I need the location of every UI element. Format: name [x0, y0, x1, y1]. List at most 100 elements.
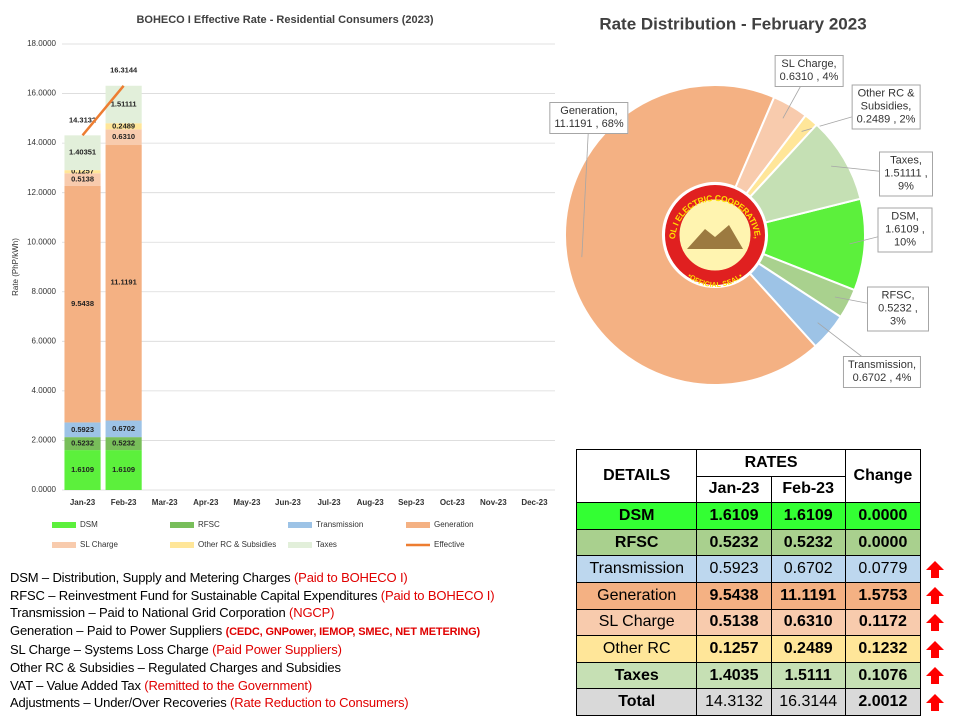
- y-tick-label: 10.0000: [27, 237, 56, 246]
- note-text: Other RC & Subsidies – Regulated Charges…: [10, 659, 341, 675]
- header-change: Change: [844, 448, 922, 504]
- note-line: Generation – Paid to Power Suppliers (CE…: [10, 622, 494, 642]
- y-tick-label: 4.0000: [32, 386, 57, 395]
- rate-cell: 0.5138: [696, 608, 772, 637]
- data-label: 0.2489: [112, 121, 135, 130]
- rate-cell: 11.1191: [770, 581, 846, 610]
- pie-slice: [748, 123, 862, 224]
- y-tick-label: 16.0000: [27, 89, 56, 98]
- pie-label: DSM, 1.6109 , 10%: [877, 207, 933, 253]
- y-axis-label: Rate (PhP/kWh): [11, 238, 20, 296]
- x-tick-label: Aug-23: [357, 498, 385, 507]
- pie-slice: [564, 84, 818, 386]
- legend-label: Transmission: [316, 520, 363, 529]
- x-tick-label: Dec-23: [521, 498, 548, 507]
- rate-cell: 1.5111: [770, 661, 846, 690]
- x-tick-label: Jul-23: [317, 498, 341, 507]
- row-label: RFSC: [575, 528, 698, 557]
- note-text: RFSC – Reinvestment Fund for Sustainable…: [10, 587, 381, 603]
- rate-cell: 9.5438: [696, 581, 772, 610]
- rate-cell: 1.6109: [696, 502, 772, 530]
- data-label: 0.6310: [112, 132, 135, 141]
- line-label: 14.3132: [69, 115, 96, 124]
- pie-label: RFSC, 0.5232 , 3%: [867, 286, 929, 332]
- legend-swatch: [52, 542, 76, 548]
- note-line: Transmission – Paid to National Grid Cor…: [10, 604, 494, 622]
- up-arrow: [926, 614, 944, 631]
- rate-cell: 0.6310: [770, 608, 846, 637]
- x-tick-label: Apr-23: [193, 498, 219, 507]
- note-text: DSM – Distribution, Supply and Metering …: [10, 570, 294, 585]
- note-line: Other RC & Subsidies – Regulated Charges…: [10, 659, 494, 677]
- rate-cell: 0.5232: [696, 528, 772, 557]
- bar-segment: [64, 450, 101, 490]
- note-text: VAT – Value Added Tax: [10, 677, 145, 693]
- note-line: VAT – Value Added Tax (Remitted to the G…: [10, 677, 494, 695]
- up-arrow: [926, 667, 944, 684]
- bar-segment: [105, 450, 142, 490]
- rate-cell: 2.0012: [844, 688, 922, 716]
- x-tick-label: May-23: [233, 498, 261, 507]
- legend-label: Generation: [434, 520, 474, 529]
- note-remark: (Paid Power Suppliers): [212, 642, 342, 658]
- table-row: SL Charge 0.5138 0.6310 0.1172: [575, 608, 922, 637]
- data-label: 0.5232: [112, 439, 135, 448]
- x-tick-label: Jun-23: [275, 498, 301, 507]
- rate-cell: 0.0000: [844, 502, 922, 530]
- up-arrow: [926, 641, 944, 658]
- bar-segment: [64, 185, 101, 423]
- pie-label: Other RC & Subsidies, 0.2489 , 2%: [851, 84, 921, 130]
- note-line: SL Charge – Systems Loss Charge (Paid Po…: [10, 641, 494, 659]
- note-remark: (Paid to BOHECO I): [380, 587, 495, 603]
- legend-swatch: [288, 542, 312, 548]
- up-arrow: [926, 587, 944, 604]
- legend-swatch: [52, 522, 76, 528]
- data-label: 1.40351: [69, 148, 96, 157]
- line-label: 16.3144: [110, 66, 138, 75]
- bar-segment: [64, 437, 101, 451]
- row-label: SL Charge: [575, 608, 698, 637]
- data-label: 1.6109: [71, 465, 94, 474]
- note-line: DSM – Distribution, Supply and Metering …: [10, 569, 494, 587]
- pie-label: Transmission, 0.6702 , 4%: [842, 356, 922, 388]
- rate-cell: 0.1257: [696, 635, 772, 663]
- x-tick-label: Oct-23: [440, 498, 465, 507]
- x-tick-label: Jan-23: [70, 498, 96, 507]
- note-line: RFSC – Reinvestment Fund for Sustainable…: [10, 587, 495, 605]
- y-tick-label: 14.0000: [27, 138, 56, 147]
- note-line: Adjustments – Under/Over Recoveries (Rat…: [10, 694, 494, 712]
- seal-mountain: [687, 225, 743, 249]
- rates-table: DETAILS RATES Change Jan-23 Feb-23 DSM 1.…: [575, 448, 922, 716]
- seal-face: [678, 198, 752, 272]
- row-label: Total: [575, 688, 698, 716]
- note-remark: (Remitted to the Government): [144, 677, 313, 693]
- legend-label: Effective: [434, 540, 465, 549]
- table-row: Total 14.3132 16.3144 2.0012: [575, 688, 922, 716]
- note-text: Adjustments – Under/Over Recoveries: [10, 695, 231, 711]
- rate-cell: 14.3132: [696, 688, 772, 716]
- bar-segment: [105, 145, 142, 421]
- rate-cell: 0.6702: [770, 555, 846, 583]
- legend-label: Other RC & Subsidies: [198, 540, 276, 549]
- rate-cell: 0.5232: [770, 528, 846, 557]
- pie-title: Rate Distribution - February 2023: [599, 14, 866, 33]
- data-label: 0.5232: [71, 439, 94, 448]
- y-tick-label: 2.0000: [32, 436, 57, 445]
- bar-segment: [105, 85, 142, 124]
- up-arrows: [926, 561, 944, 711]
- note-text: Transmission – Paid to National Grid Cor…: [10, 605, 290, 621]
- row-label: DSM: [575, 502, 698, 530]
- table-row: Taxes 1.4035 1.5111 0.1076: [575, 661, 922, 690]
- notes: DSM – Distribution, Supply and Metering …: [10, 569, 495, 712]
- row-label: Transmission: [575, 555, 698, 583]
- rate-cell: 1.5753: [844, 581, 922, 610]
- x-tick-label: Mar-23: [152, 498, 178, 507]
- y-tick-label: 18.0000: [27, 39, 56, 48]
- rate-cell: 0.1172: [844, 608, 922, 637]
- header-details: DETAILS: [575, 448, 698, 504]
- data-label: 11.1191: [110, 278, 136, 287]
- x-tick-label: Nov-23: [480, 498, 507, 507]
- bar-segment: [105, 123, 142, 130]
- bar-segment: [64, 422, 101, 438]
